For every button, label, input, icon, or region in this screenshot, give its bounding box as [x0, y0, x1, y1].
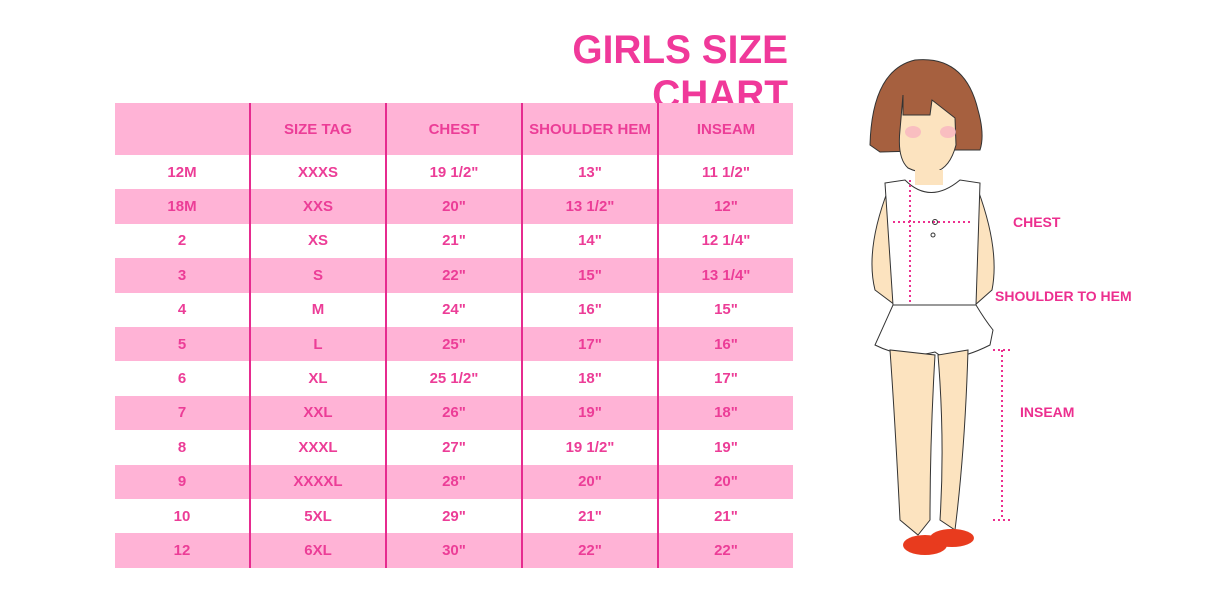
table-cell: 25" — [385, 326, 522, 362]
inseam-label: INSEAM — [1020, 404, 1075, 420]
table-cell: 9 — [115, 464, 250, 499]
table-cell: 15" — [521, 258, 658, 293]
table-cell: L — [249, 326, 386, 362]
column-header: CHEST — [385, 103, 522, 155]
table-cell: 27" — [385, 430, 522, 465]
table-cell: 21" — [657, 498, 793, 534]
table-row: 8 XXXL 27" 19 1/2" 19" — [115, 430, 793, 465]
table-cell: 21" — [521, 498, 658, 534]
table-cell: 16" — [521, 292, 658, 327]
table-row: 10 5XL 29" 21" 21" — [115, 498, 793, 534]
table-cell: 18" — [521, 361, 658, 396]
table-cell: 12 — [115, 533, 250, 568]
table-row: 3 S 22" 15" 13 1/4" — [115, 258, 793, 293]
table-cell: 6XL — [249, 533, 386, 568]
column-header — [115, 103, 250, 155]
table-cell: M — [249, 292, 386, 327]
table-row: 6 XL 25 1/2" 18" 17" — [115, 361, 793, 396]
column-header: INSEAM — [657, 103, 793, 155]
shoulder-to-hem-label: SHOULDER TO HEM — [995, 288, 1132, 304]
table-cell: 3 — [115, 258, 250, 293]
table-cell: 22" — [657, 533, 793, 568]
table-cell: XXXXL — [249, 464, 386, 499]
table-row: 18M XXS 20" 13 1/2" 12" — [115, 189, 793, 224]
table-row: 9 XXXXL 28" 20" 20" — [115, 464, 793, 499]
table-cell: 10 — [173, 507, 191, 525]
column-header: SHOULDER HEM — [521, 103, 658, 155]
table-cell: 13 1/4" — [657, 258, 793, 293]
table-cell: 26" — [385, 395, 522, 431]
table-row: 12M XXXS 19 1/2" 13" 11 1/2" — [115, 155, 793, 190]
table-cell: 17" — [521, 326, 658, 362]
table-cell: 12 1/4" — [657, 223, 793, 259]
table-cell: 21" — [385, 223, 522, 259]
table-cell: 25 1/2" — [385, 361, 522, 396]
table-cell: 30" — [385, 533, 522, 568]
table-cell: 20" — [657, 464, 793, 499]
table-cell: 8 — [177, 438, 187, 456]
table-cell: 12" — [657, 189, 793, 224]
table-cell: 19 1/2" — [385, 155, 522, 190]
table-cell: 2 — [177, 232, 187, 250]
table-row: 12 6XL 30" 22" 22" — [115, 533, 793, 568]
table-cell: 22" — [521, 533, 658, 568]
table-cell: 19 1/2" — [521, 430, 658, 465]
table-cell: XXS — [249, 189, 386, 224]
table-cell: 20" — [521, 464, 658, 499]
column-header: SIZE TAG — [249, 103, 386, 155]
table-cell: 18" — [657, 395, 793, 431]
table-cell: 29" — [385, 498, 522, 534]
table-cell: 5 — [115, 326, 250, 362]
table-cell: 22" — [385, 258, 522, 293]
table-cell: S — [249, 258, 386, 293]
table-cell: 14" — [521, 223, 658, 259]
table-row: 7 XXL 26" 19" 18" — [115, 395, 793, 431]
table-cell: 18M — [115, 189, 250, 224]
table-cell: 12M — [167, 163, 197, 181]
size-table: SIZE TAG CHEST SHOULDER HEM INSEAM 12M XXXS 1… — [115, 103, 793, 568]
table-cell: 13 1/2" — [521, 189, 658, 224]
table-row: 2 XS 21" 14" 12 1/4" — [115, 223, 793, 259]
table-cell: 24" — [385, 292, 522, 327]
table-cell: 19" — [521, 395, 658, 431]
chest-label: CHEST — [1013, 214, 1061, 230]
chart-title: GIRLS SIZE CHART — [572, 28, 788, 117]
table-cell: 5XL — [249, 498, 386, 534]
header-row: SIZE TAG CHEST SHOULDER HEM INSEAM — [115, 103, 793, 155]
table-cell: 6 — [177, 370, 187, 388]
table-cell: 7 — [115, 395, 250, 431]
table-cell: XXXL — [249, 430, 386, 465]
table-cell: 17" — [657, 361, 793, 396]
table-cell: XXL — [249, 395, 386, 431]
table-cell: XL — [249, 361, 386, 396]
table-cell: 15" — [657, 292, 793, 327]
table-cell: XS — [249, 223, 386, 259]
table-row: 5 L 25" 17" 16" — [115, 326, 793, 362]
table-row: 4 M 24" 16" 15" — [115, 292, 793, 327]
table-cell: 4 — [177, 301, 187, 319]
table-cell: XXXS — [249, 155, 386, 190]
table-cell: 11 1/2" — [657, 155, 793, 190]
table-cell: 19" — [657, 430, 793, 465]
table-cell: 13" — [521, 155, 658, 190]
table-cell: 28" — [385, 464, 522, 499]
table-cell: 16" — [657, 326, 793, 362]
table-cell: 20" — [385, 189, 522, 224]
